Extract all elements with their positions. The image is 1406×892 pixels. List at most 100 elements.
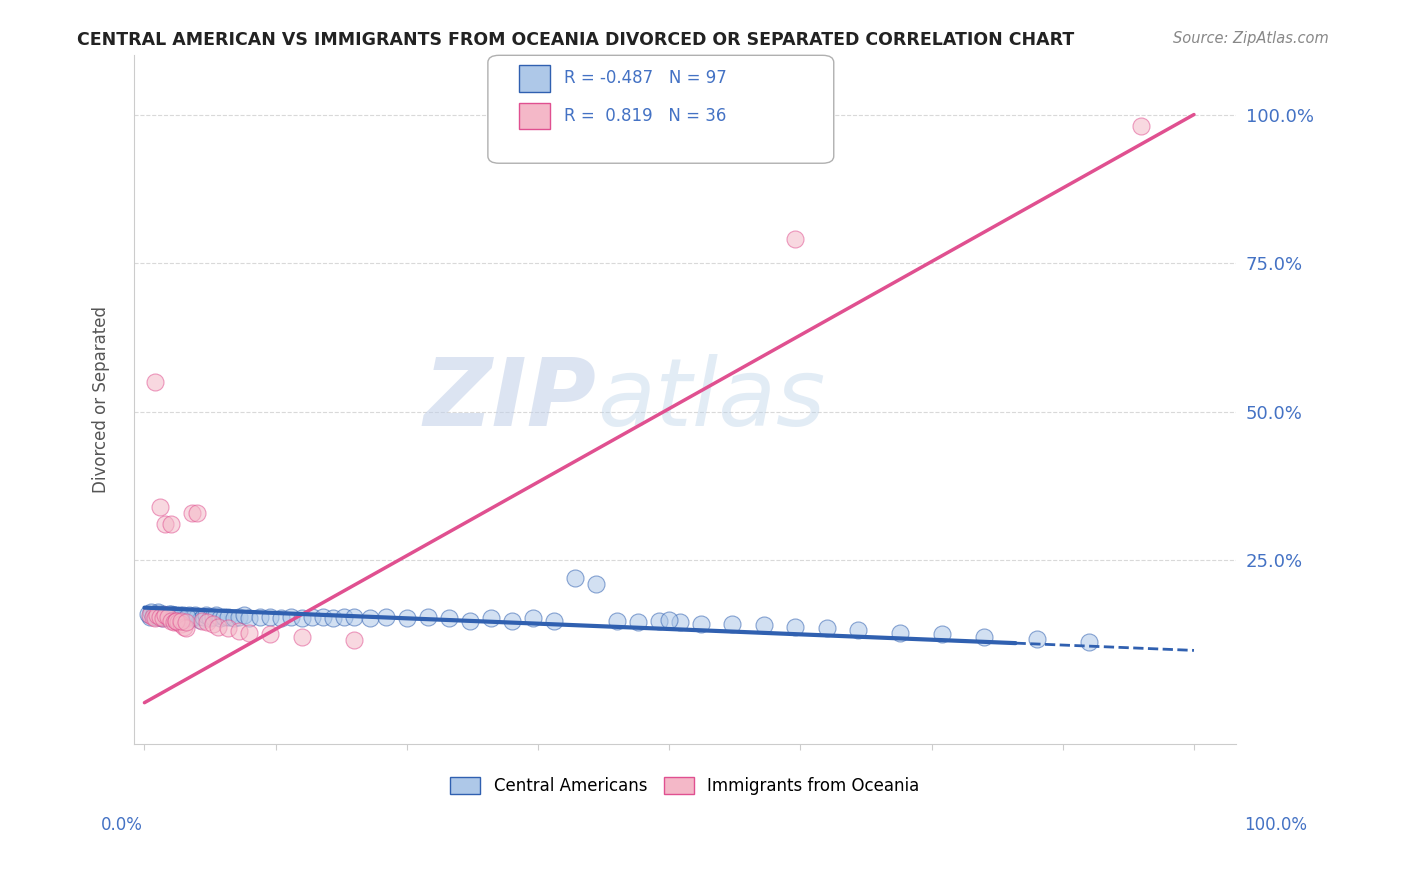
Point xyxy=(159,517,181,532)
Point xyxy=(312,609,335,624)
Text: R = -0.487   N = 97: R = -0.487 N = 97 xyxy=(564,70,727,87)
Point xyxy=(167,611,190,625)
Point xyxy=(155,607,177,622)
Point xyxy=(191,614,214,628)
Point xyxy=(153,609,176,624)
Point xyxy=(142,607,165,621)
Point xyxy=(180,611,202,625)
Point xyxy=(157,607,180,622)
Point xyxy=(359,611,381,625)
Point xyxy=(249,609,271,624)
Point xyxy=(647,614,669,628)
Point xyxy=(146,609,169,624)
Point xyxy=(197,615,219,630)
Point xyxy=(564,571,586,585)
Point xyxy=(259,609,281,624)
Point xyxy=(156,611,179,625)
Point xyxy=(184,607,207,622)
Point xyxy=(228,609,250,624)
Point xyxy=(152,607,174,622)
Point xyxy=(163,607,186,622)
Point xyxy=(846,624,869,638)
Point xyxy=(204,607,226,622)
Point xyxy=(188,613,211,627)
Point xyxy=(343,609,366,624)
Point xyxy=(186,609,208,624)
Point xyxy=(198,611,221,625)
Text: 100.0%: 100.0% xyxy=(1244,816,1308,834)
Point xyxy=(172,609,194,624)
Point xyxy=(301,609,323,624)
Point xyxy=(815,622,838,636)
Text: atlas: atlas xyxy=(596,354,825,445)
Y-axis label: Divorced or Separated: Divorced or Separated xyxy=(93,306,110,493)
Point xyxy=(159,609,181,624)
Point xyxy=(138,609,160,624)
Point xyxy=(627,615,650,630)
Point xyxy=(146,606,169,620)
Point xyxy=(149,607,172,622)
Point xyxy=(186,506,208,520)
Point xyxy=(785,620,807,634)
Point xyxy=(333,609,356,624)
Point xyxy=(143,611,166,625)
Point xyxy=(176,609,198,624)
Point xyxy=(195,607,218,622)
Point xyxy=(173,620,195,634)
Point xyxy=(139,606,162,620)
Point xyxy=(180,506,202,520)
Point xyxy=(785,232,807,246)
Point xyxy=(149,609,172,624)
Point xyxy=(155,609,177,624)
Point xyxy=(931,627,953,641)
Text: CENTRAL AMERICAN VS IMMIGRANTS FROM OCEANIA DIVORCED OR SEPARATED CORRELATION CH: CENTRAL AMERICAN VS IMMIGRANTS FROM OCEA… xyxy=(77,31,1074,49)
Point xyxy=(201,617,224,632)
Point xyxy=(193,609,215,624)
Point xyxy=(169,609,191,624)
Point xyxy=(172,607,194,622)
Point xyxy=(973,630,995,644)
Point xyxy=(150,609,173,624)
Point xyxy=(173,611,195,625)
Point xyxy=(212,609,235,624)
Point xyxy=(181,609,204,624)
Legend: Central Americans, Immigrants from Oceania: Central Americans, Immigrants from Ocean… xyxy=(444,770,927,801)
Point xyxy=(238,625,260,640)
Point xyxy=(160,609,183,624)
Point xyxy=(543,614,565,628)
Point xyxy=(148,607,170,621)
Point xyxy=(501,614,523,628)
Point xyxy=(1025,632,1047,646)
Point xyxy=(217,609,239,624)
Point xyxy=(752,618,775,632)
Point xyxy=(170,614,193,628)
Point xyxy=(259,627,281,641)
Point xyxy=(136,607,159,621)
Point xyxy=(143,607,166,621)
Point xyxy=(228,624,250,639)
Point xyxy=(162,611,184,625)
Point xyxy=(1130,120,1153,134)
Text: ZIP: ZIP xyxy=(423,354,596,446)
Point xyxy=(155,517,177,532)
Point xyxy=(606,614,628,628)
Point xyxy=(291,630,314,644)
Point xyxy=(149,500,172,514)
Point xyxy=(689,617,711,632)
Point xyxy=(343,633,366,648)
Point xyxy=(217,622,239,636)
Point xyxy=(1078,635,1101,649)
Point xyxy=(155,607,177,622)
Text: R =  0.819   N = 36: R = 0.819 N = 36 xyxy=(564,107,725,125)
Point xyxy=(322,611,344,625)
Point xyxy=(176,615,198,630)
Point xyxy=(163,607,186,622)
Point xyxy=(145,607,167,622)
Point xyxy=(163,615,186,630)
Point xyxy=(165,607,187,622)
Point xyxy=(479,611,502,625)
Point xyxy=(156,609,179,624)
Point xyxy=(165,614,187,628)
Point xyxy=(157,607,180,621)
Point xyxy=(668,615,690,630)
